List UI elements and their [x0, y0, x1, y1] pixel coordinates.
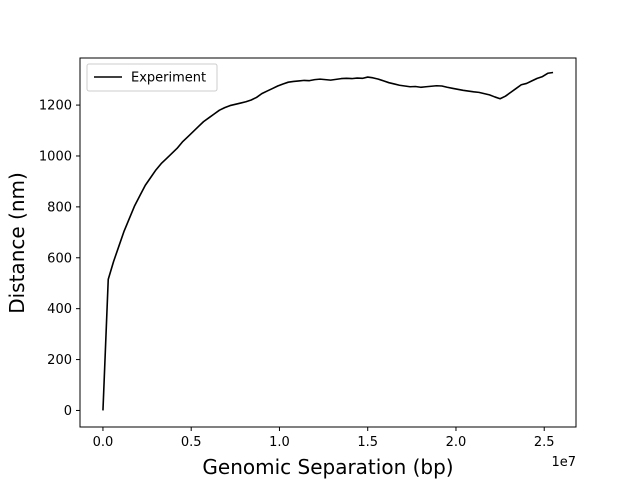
x-tick-label: 2.5 [534, 435, 555, 450]
y-tick-label: 0 [64, 404, 72, 419]
y-axis-ticks: 0 200 400 600 800 1000 1200 [39, 99, 80, 419]
x-tick-label: 0.0 [93, 435, 114, 450]
x-tick-label: 1.0 [269, 435, 290, 450]
y-axis-label: Distance (nm) [5, 172, 29, 314]
y-tick-label: 800 [47, 200, 72, 215]
y-tick-label: 1200 [39, 99, 72, 114]
y-tick-label: 200 [47, 353, 72, 368]
legend-box [86, 63, 218, 92]
plot-area [80, 58, 576, 427]
plot-frame [79, 57, 577, 428]
legend-label: Experiment [131, 71, 206, 86]
x-tick-label: 0.5 [181, 435, 202, 450]
y-tick-label: 600 [47, 251, 72, 266]
legend: Experiment [86, 63, 218, 92]
x-axis-ticks: 0.0 0.5 1.0 1.5 2.0 2.5 [93, 427, 555, 450]
y-tick-label: 1000 [39, 149, 72, 164]
x-tick-label: 1.5 [357, 435, 378, 450]
x-tick-label: 2.0 [446, 435, 467, 450]
series-line-experiment [102, 71, 554, 411]
x-axis-offset-label: 1e7 [551, 455, 576, 470]
x-axis-label: Genomic Separation (bp) [202, 455, 453, 479]
y-tick-label: 400 [47, 302, 72, 317]
